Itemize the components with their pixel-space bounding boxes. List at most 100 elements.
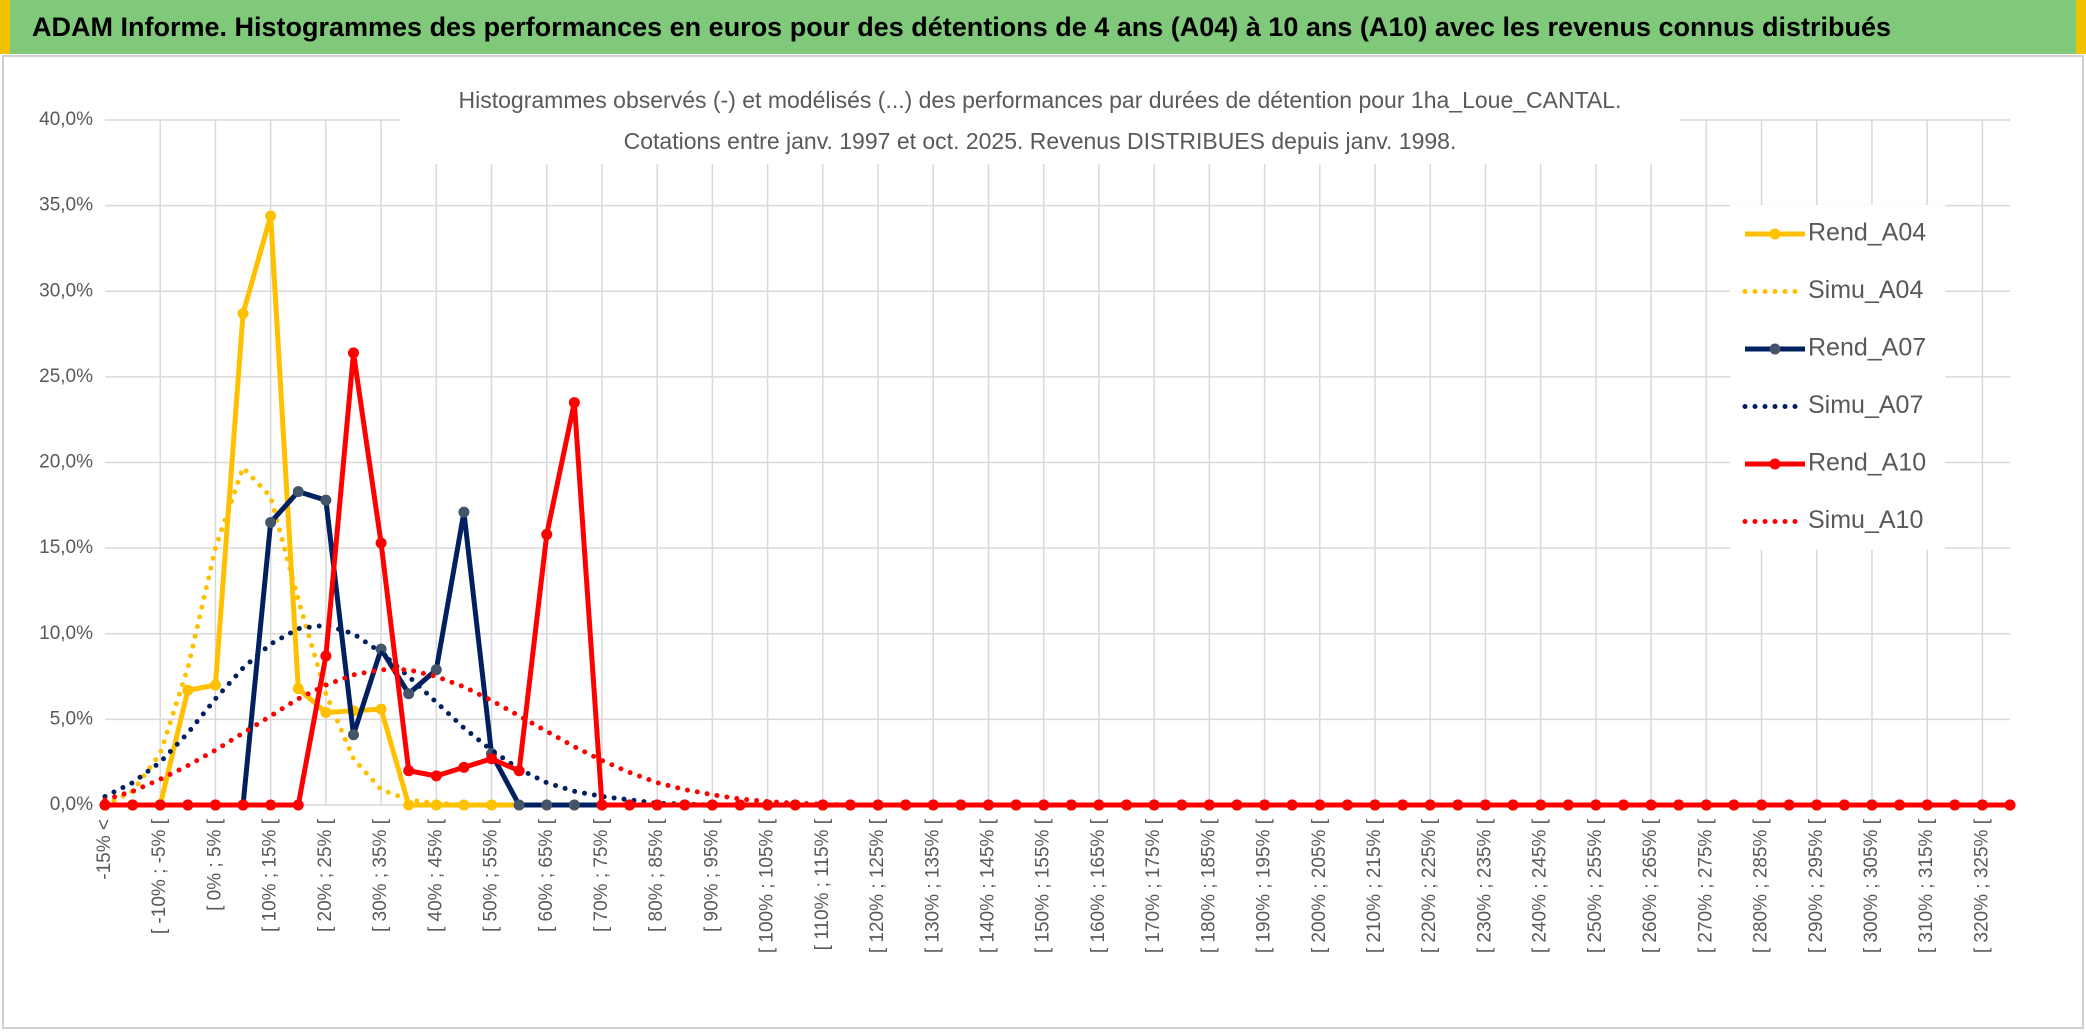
marker (1866, 799, 1878, 811)
x-tick-label: [ 160% ; 165% [ (1088, 818, 1109, 953)
x-tick-label: [ 260% ; 265% [ (1640, 818, 1661, 953)
marker (1728, 799, 1740, 811)
legend-background (1730, 205, 1945, 550)
marker (182, 684, 194, 696)
header-bar (0, 0, 2086, 54)
legend-marker (1769, 343, 1781, 355)
header-accent (2076, 0, 2086, 54)
marker (99, 799, 111, 811)
x-tick-label: [ 210% ; 215% [ (1364, 818, 1385, 953)
marker (209, 679, 221, 691)
marker (320, 494, 332, 506)
marker (2004, 799, 2016, 811)
legend-label: Rend_A10 (1808, 449, 1926, 477)
marker (430, 664, 442, 676)
marker (403, 688, 415, 700)
marker (1894, 799, 1906, 811)
x-tick-label: [ 270% ; 275% [ (1695, 818, 1716, 953)
x-tick-label: [ 190% ; 195% [ (1254, 818, 1275, 953)
marker (1783, 799, 1795, 811)
x-tick-label: -15% < (94, 819, 115, 880)
x-tick-label: [ 180% ; 185% [ (1198, 818, 1219, 953)
x-tick-label: [ 100% ; 105% [ (757, 818, 778, 953)
x-tick-label: [ 300% ; 305% [ (1861, 818, 1882, 953)
marker (292, 683, 304, 695)
marker (209, 799, 221, 811)
marker (237, 308, 249, 320)
x-tick-label: [ 200% ; 205% [ (1309, 818, 1330, 953)
chart-frame (2, 55, 2084, 1029)
legend-marker (1769, 458, 1781, 470)
y-tick-label: 10,0% (39, 623, 93, 644)
marker (955, 799, 967, 811)
marker (513, 765, 525, 777)
marker (292, 486, 304, 498)
legend-marker (1769, 228, 1781, 240)
marker (679, 799, 691, 811)
marker (568, 397, 580, 409)
marker (458, 799, 470, 811)
marker (347, 347, 359, 359)
marker (237, 799, 249, 811)
legend: Rend_A04 Simu_A04 Rend_A07 Simu_A07 Rend_A10… (1742, 219, 1926, 534)
marker (1176, 799, 1188, 811)
legend-label: Simu_A10 (1808, 506, 1923, 534)
marker (486, 799, 498, 811)
x-tick-label: [ 40% ; 45% [ (425, 818, 446, 932)
marker (844, 799, 856, 811)
x-tick-label: [ 130% ; 135% [ (922, 818, 943, 953)
marker (265, 210, 277, 222)
marker (734, 799, 746, 811)
marker (154, 799, 166, 811)
marker (624, 799, 636, 811)
marker (265, 516, 277, 528)
x-tick-label: [ 70% ; 75% [ (591, 818, 612, 932)
marker (1535, 799, 1547, 811)
x-tick-label: [ 230% ; 235% [ (1474, 818, 1495, 953)
x-tick-label: [ 290% ; 295% [ (1806, 818, 1827, 953)
series-line (102, 622, 2013, 808)
header-title: ADAM Informe. Histogrammes des performan… (32, 12, 1891, 42)
marker (1203, 799, 1215, 811)
title-background (400, 82, 1680, 164)
marker (375, 537, 387, 549)
x-tick-label: [ 60% ; 65% [ (536, 818, 557, 932)
x-tick-label: [ 140% ; 145% [ (977, 818, 998, 953)
marker (706, 799, 718, 811)
marker (1286, 799, 1298, 811)
x-tick-label: [ 10% ; 15% [ (260, 818, 281, 932)
chart-subtitle: Cotations entre janv. 1997 et oct. 2025.… (624, 128, 1457, 154)
marker (1645, 799, 1657, 811)
y-tick-label: 5,0% (50, 708, 93, 729)
x-tick-label: [ 120% ; 125% [ (867, 818, 888, 953)
marker (127, 799, 139, 811)
legend-label: Simu_A07 (1808, 391, 1923, 419)
marker (182, 799, 194, 811)
header-accent (0, 0, 10, 54)
x-tick-label: [ 170% ; 175% [ (1143, 818, 1164, 953)
marker (568, 799, 580, 811)
legend-label: Rend_A07 (1808, 334, 1926, 362)
marker (458, 761, 470, 773)
x-tick-label: [ 30% ; 35% [ (370, 818, 391, 932)
x-tick-label: [ 80% ; 85% [ (646, 818, 667, 932)
x-tick-label: [ -10% ; -5% [ (149, 818, 170, 934)
marker (651, 799, 663, 811)
x-tick-label: [ 0% ; 5% [ (204, 818, 225, 911)
x-tick-label: [ 250% ; 255% [ (1585, 818, 1606, 953)
marker (1397, 799, 1409, 811)
y-tick-label: 25,0% (39, 366, 93, 387)
marker (1314, 799, 1326, 811)
x-tick-label: [ 150% ; 155% [ (1033, 818, 1054, 953)
marker (403, 765, 415, 777)
marker (403, 799, 415, 811)
legend-label: Simu_A04 (1808, 276, 1923, 304)
y-tick-label: 30,0% (39, 280, 93, 301)
plot (99, 210, 2016, 811)
marker (1424, 799, 1436, 811)
x-tick-label: [ 50% ; 55% [ (481, 818, 502, 932)
y-tick-label: 35,0% (39, 195, 93, 216)
marker (1038, 799, 1050, 811)
